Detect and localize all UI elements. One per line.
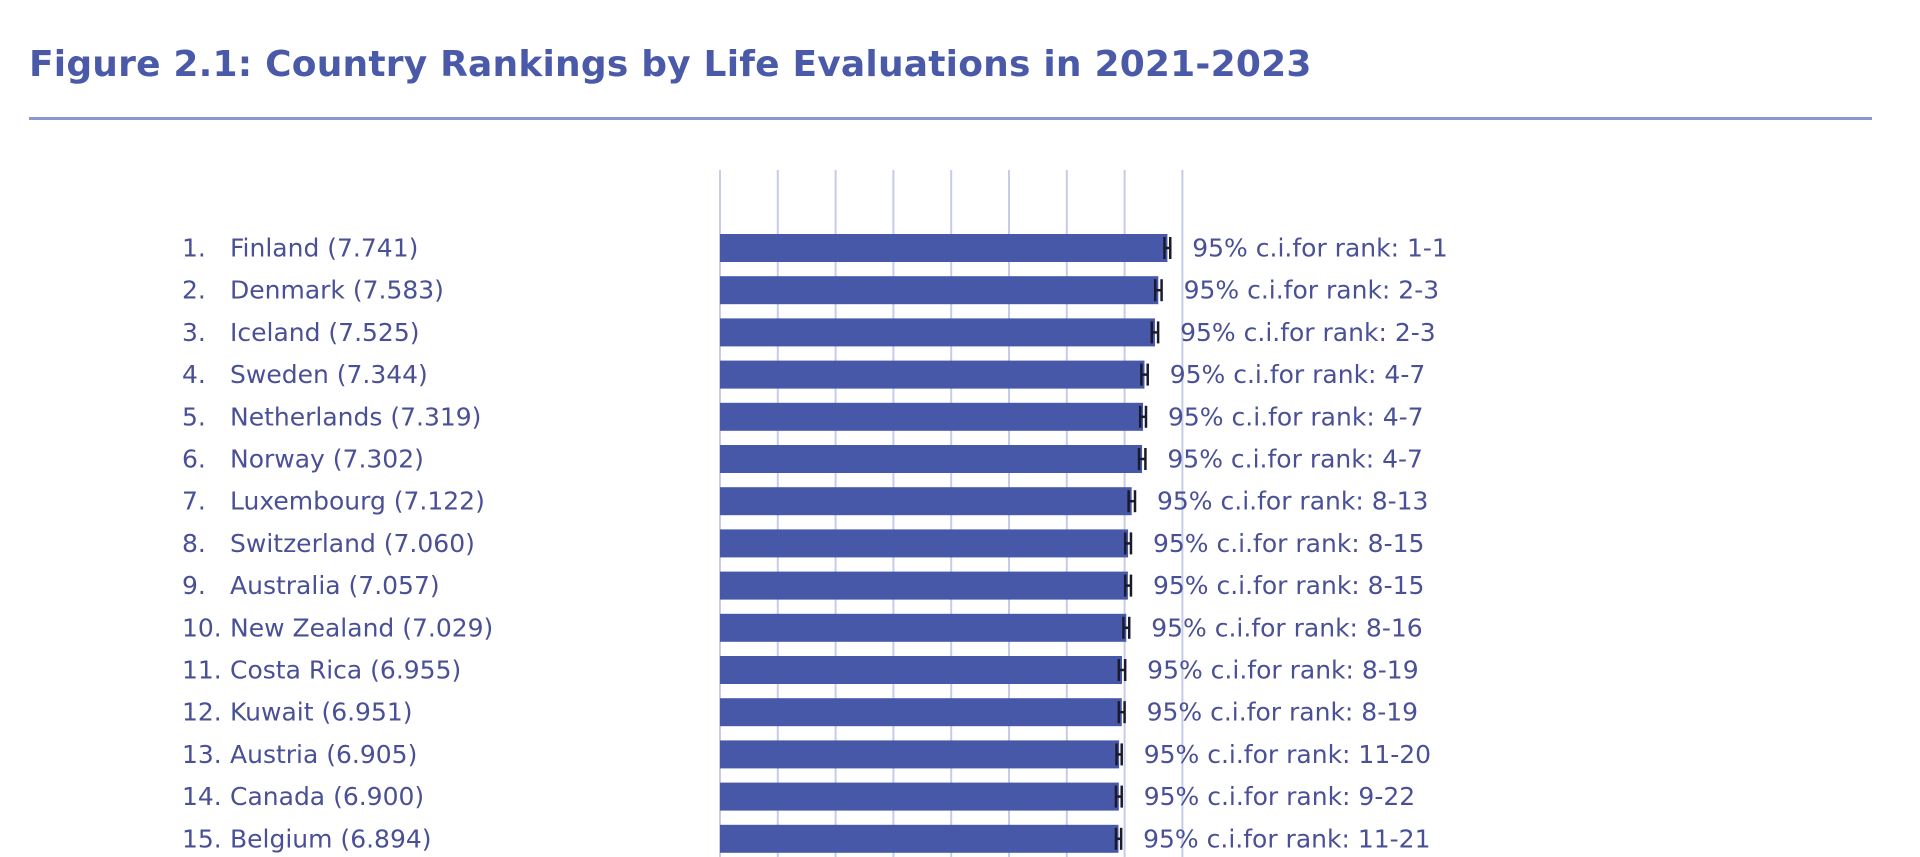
rank-number: 12. <box>182 698 222 727</box>
rank-ci-label: 95% c.i.for rank: 8-19 <box>1147 698 1418 727</box>
rank-number: 5. <box>182 402 206 431</box>
country-label: Austria (6.905) <box>230 740 417 769</box>
country-label: Finland (7.741) <box>230 234 418 263</box>
rank-number: 15. <box>182 824 222 853</box>
country-label: Canada (6.900) <box>230 782 424 811</box>
bars <box>720 234 1172 853</box>
rank-ci-label: 95% c.i.for rank: 8-15 <box>1153 529 1424 558</box>
rank-number: 10. <box>182 613 222 642</box>
bar <box>720 782 1119 811</box>
rank-ci-label: 95% c.i.for rank: 4-7 <box>1168 402 1424 431</box>
rank-number: 11. <box>182 656 222 685</box>
rank-number: 14. <box>182 782 222 811</box>
rank-ci-label: 95% c.i.for rank: 2-3 <box>1184 276 1440 305</box>
rank-number: 8. <box>182 529 206 558</box>
rank-number: 6. <box>182 445 206 474</box>
rank-ci-label: 95% c.i.for rank: 8-19 <box>1147 656 1418 685</box>
figure-title: Figure 2.1: Country Rankings by Life Eva… <box>29 44 1312 85</box>
country-label: New Zealand (7.029) <box>230 613 493 642</box>
country-label: Belgium (6.894) <box>230 824 432 853</box>
bar <box>720 276 1159 305</box>
rank-number: 9. <box>182 571 206 600</box>
country-label: Norway (7.302) <box>230 445 424 474</box>
rank-ci-label: 95% c.i.for rank: 8-15 <box>1153 571 1424 600</box>
bar <box>720 698 1122 727</box>
bar <box>720 234 1168 262</box>
bar <box>720 402 1144 431</box>
rank-number: 4. <box>182 360 206 389</box>
bar <box>720 656 1122 684</box>
rank-number: 2. <box>182 276 206 305</box>
rank-ci-label: 95% c.i.for rank: 4-7 <box>1167 445 1423 474</box>
country-label: Netherlands (7.319) <box>230 402 481 431</box>
rank-ci-label: 95% c.i.for rank: 4-7 <box>1170 360 1426 389</box>
bar <box>720 740 1120 769</box>
rank-ci-label: 95% c.i.for rank: 11-20 <box>1144 740 1431 769</box>
rank-ci-label: 95% c.i.for rank: 1-1 <box>1192 234 1448 263</box>
country-label: Denmark (7.583) <box>230 276 444 305</box>
country-label: Switzerland (7.060) <box>230 529 475 558</box>
rank-number: 3. <box>182 318 206 347</box>
rank-number: 1. <box>182 234 206 263</box>
rank-ci-label: 95% c.i.for rank: 2-3 <box>1180 318 1436 347</box>
bar <box>720 445 1143 473</box>
bar <box>720 318 1155 347</box>
bar <box>720 571 1128 600</box>
bar <box>720 360 1145 389</box>
bar <box>720 613 1127 642</box>
country-label: Sweden (7.344) <box>230 360 428 389</box>
country-label: Iceland (7.525) <box>230 318 420 347</box>
bar <box>720 487 1132 516</box>
rank-number: 13. <box>182 740 222 769</box>
country-label: Luxembourg (7.122) <box>230 487 485 516</box>
rank-number: 7. <box>182 487 206 516</box>
rank-ci-label: 95% c.i.for rank: 9-22 <box>1144 782 1415 811</box>
rank-ci-label: 95% c.i.for rank: 8-13 <box>1157 487 1428 516</box>
bar <box>720 529 1129 558</box>
country-label: Costa Rica (6.955) <box>230 656 461 685</box>
country-label: Kuwait (6.951) <box>230 698 413 727</box>
labels: 1. Finland (7.741) 95% c.i.for rank: 1-1 2.… <box>182 234 1448 854</box>
title-divider <box>29 117 1872 120</box>
bar <box>720 824 1119 853</box>
rank-ci-label: 95% c.i.for rank: 11-21 <box>1143 824 1430 853</box>
country-label: Australia (7.057) <box>230 571 440 600</box>
rank-ci-label: 95% c.i.for rank: 8-16 <box>1151 613 1422 642</box>
